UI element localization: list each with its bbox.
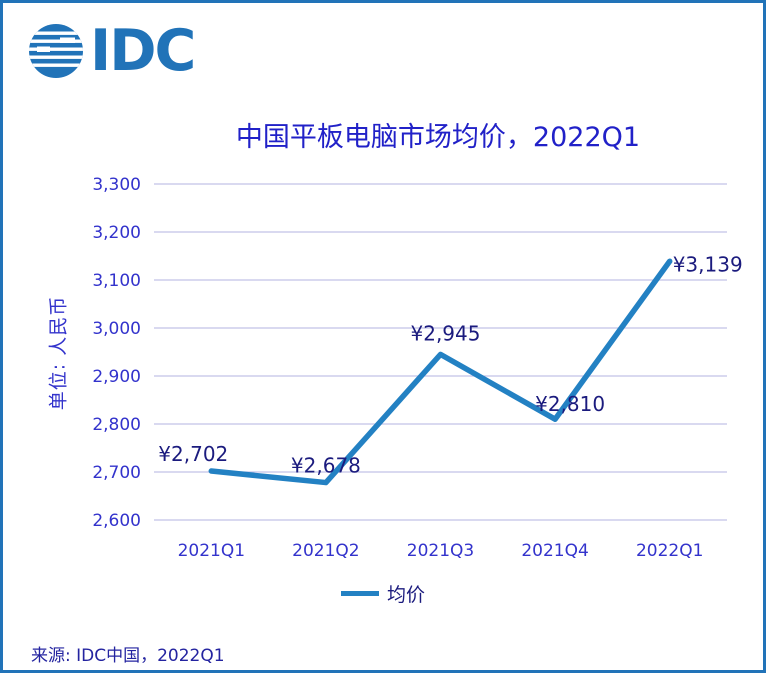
x-tick-label: 2021Q4: [521, 541, 588, 561]
data-label: ¥2,945: [411, 321, 481, 345]
x-tick-label: 2021Q2: [292, 541, 359, 561]
idc-globe-icon: [29, 24, 83, 78]
y-tick-label: 3,200: [92, 223, 141, 243]
y-tick-label: 2,900: [92, 367, 141, 387]
y-tick-label: 3,100: [92, 271, 141, 291]
series-line: [208, 258, 673, 486]
data-label: ¥2,810: [535, 392, 605, 416]
y-tick-label: 2,800: [92, 415, 141, 435]
y-tick-label: 2,600: [92, 511, 141, 531]
legend-line-swatch: [340, 591, 379, 596]
chart-area: 3,300 3,200 3,100 3,000 2,900 2,800 2,700 2,600…: [3, 168, 763, 568]
idc-logo: IDC: [29, 18, 196, 84]
x-tick-label: 2021Q1: [178, 541, 245, 561]
data-label: ¥2,702: [158, 442, 228, 466]
source-note: 来源: IDC中国，2022Q1: [31, 646, 225, 666]
line-chart: 3,300 3,200 3,100 3,000 2,900 2,800 2,700 2,600…: [92, 175, 743, 561]
legend-label: 均价: [386, 584, 425, 606]
data-label: ¥3,139: [673, 252, 743, 276]
y-tick-label: 3,300: [92, 175, 141, 195]
idc-logo-text: IDC: [90, 18, 196, 84]
legend: 均价: [3, 580, 763, 607]
y-tick-label: 2,700: [92, 463, 141, 483]
chart-title: 中国平板电脑市场均价，2022Q1: [235, 122, 641, 153]
y-tick-label: 3,000: [92, 319, 141, 339]
x-tick-label: 2022Q1: [636, 541, 703, 561]
data-label: ¥2,678: [291, 454, 361, 478]
x-tick-label: 2021Q3: [407, 541, 474, 561]
